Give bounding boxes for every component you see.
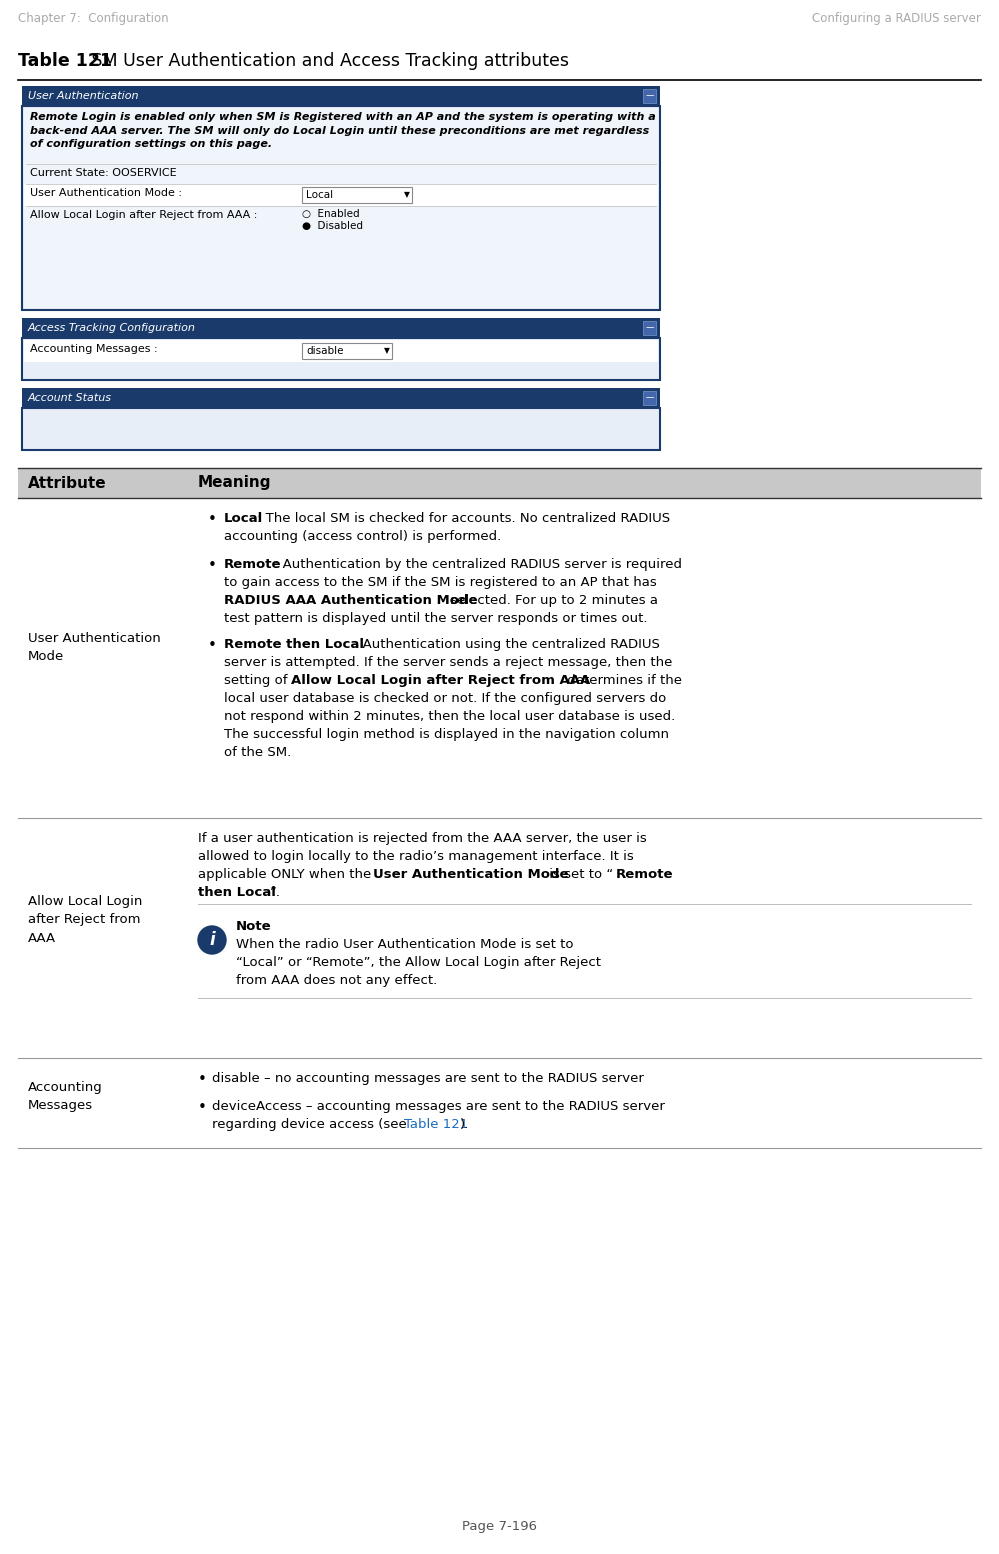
FancyBboxPatch shape [302, 343, 392, 359]
FancyBboxPatch shape [22, 339, 660, 381]
Text: •: • [208, 511, 217, 527]
Text: Chapter 7:  Configuration: Chapter 7: Configuration [18, 12, 169, 25]
Text: disable: disable [306, 347, 344, 356]
Text: Configuring a RADIUS server: Configuring a RADIUS server [812, 12, 981, 25]
FancyBboxPatch shape [643, 322, 656, 336]
Text: server is attempted. If the server sends a reject message, then the: server is attempted. If the server sends… [224, 656, 672, 670]
Text: •: • [198, 1100, 207, 1116]
Text: determines if the: determines if the [563, 674, 682, 687]
Text: User Authentication Mode: User Authentication Mode [373, 869, 568, 881]
Text: to gain access to the SM if the SM is registered to an AP that has: to gain access to the SM if the SM is re… [224, 577, 656, 589]
Text: selected. For up to 2 minutes a: selected. For up to 2 minutes a [446, 594, 658, 608]
Text: Local: Local [306, 190, 333, 200]
Text: Allow Local Login
after Reject from
AAA: Allow Local Login after Reject from AAA [28, 895, 143, 945]
Text: SM User Authentication and Access Tracking attributes: SM User Authentication and Access Tracki… [86, 51, 569, 70]
Text: •: • [208, 639, 217, 653]
Text: •: • [208, 558, 217, 573]
Text: If a user authentication is rejected from the AAA server, the user is: If a user authentication is rejected fro… [198, 831, 646, 845]
Text: Meaning: Meaning [198, 476, 272, 491]
Text: The successful login method is displayed in the navigation column: The successful login method is displayed… [224, 727, 669, 741]
Text: Accounting
Messages: Accounting Messages [28, 1082, 103, 1113]
Text: Account Status: Account Status [28, 393, 112, 402]
Text: : Authentication by the centralized RADIUS server is required: : Authentication by the centralized RADI… [274, 558, 682, 570]
FancyBboxPatch shape [24, 107, 658, 308]
Text: •: • [198, 1072, 207, 1086]
Text: —: — [645, 323, 653, 333]
Text: ▼: ▼ [384, 347, 390, 356]
Text: Remote then Local: Remote then Local [224, 639, 364, 651]
Text: Note: Note [236, 920, 272, 932]
Text: Local: Local [224, 511, 264, 525]
Text: Table 121: Table 121 [404, 1117, 469, 1131]
Text: : The local SM is checked for accounts. No centralized RADIUS: : The local SM is checked for accounts. … [257, 511, 670, 525]
Text: regarding device access (see: regarding device access (see [212, 1117, 411, 1131]
Text: Access Tracking Configuration: Access Tracking Configuration [28, 323, 196, 333]
Text: —: — [645, 92, 653, 101]
Text: then Local: then Local [198, 886, 276, 900]
Text: —: — [645, 393, 653, 402]
Text: ).: ). [460, 1117, 470, 1131]
Text: User Authentication
Mode: User Authentication Mode [28, 632, 161, 664]
Text: i: i [209, 931, 215, 949]
Text: Current State: OOSERVICE: Current State: OOSERVICE [30, 168, 177, 179]
Text: Remote Login is enabled only when SM is Registered with an AP and the system is : Remote Login is enabled only when SM is … [30, 112, 655, 149]
Text: deviceAccess – accounting messages are sent to the RADIUS server: deviceAccess – accounting messages are s… [212, 1100, 665, 1113]
Text: from AAA does not any effect.: from AAA does not any effect. [236, 974, 438, 987]
Text: Table 121: Table 121 [18, 51, 112, 70]
Text: Attribute: Attribute [28, 476, 107, 491]
Text: When the radio User Authentication Mode is set to: When the radio User Authentication Mode … [236, 939, 573, 951]
FancyBboxPatch shape [643, 392, 656, 406]
FancyBboxPatch shape [22, 388, 660, 409]
Text: ○  Enabled: ○ Enabled [302, 208, 360, 219]
FancyBboxPatch shape [22, 319, 660, 339]
Text: accounting (access control) is performed.: accounting (access control) is performed… [224, 530, 501, 542]
FancyBboxPatch shape [24, 183, 658, 207]
FancyBboxPatch shape [22, 85, 660, 106]
Text: Allow Local Login after Reject from AAA :: Allow Local Login after Reject from AAA … [30, 210, 258, 221]
FancyBboxPatch shape [22, 106, 660, 309]
FancyBboxPatch shape [18, 468, 981, 497]
Text: User Authentication: User Authentication [28, 92, 139, 101]
Text: Remote: Remote [616, 869, 673, 881]
Text: RADIUS AAA Authentication Mode: RADIUS AAA Authentication Mode [224, 594, 478, 608]
FancyBboxPatch shape [24, 340, 658, 362]
FancyBboxPatch shape [643, 89, 656, 103]
Text: Accounting Messages :: Accounting Messages : [30, 343, 158, 354]
Text: Allow Local Login after Reject from AAA: Allow Local Login after Reject from AAA [291, 674, 590, 687]
Text: User Authentication Mode :: User Authentication Mode : [30, 188, 182, 197]
Text: Remote: Remote [224, 558, 282, 570]
Text: allowed to login locally to the radio’s management interface. It is: allowed to login locally to the radio’s … [198, 850, 633, 862]
FancyBboxPatch shape [302, 186, 412, 204]
Text: is set to “: is set to “ [545, 869, 613, 881]
Text: test pattern is displayed until the server responds or times out.: test pattern is displayed until the serv… [224, 612, 647, 625]
Text: : Authentication using the centralized RADIUS: : Authentication using the centralized R… [354, 639, 660, 651]
Circle shape [198, 926, 226, 954]
Text: Page 7-196: Page 7-196 [462, 1520, 536, 1532]
Text: not respond within 2 minutes, then the local user database is used.: not respond within 2 minutes, then the l… [224, 710, 675, 723]
Text: of the SM.: of the SM. [224, 746, 292, 758]
Text: ●  Disabled: ● Disabled [302, 221, 363, 232]
FancyBboxPatch shape [22, 409, 660, 451]
Text: disable – no accounting messages are sent to the RADIUS server: disable – no accounting messages are sen… [212, 1072, 644, 1085]
Text: applicable ONLY when the: applicable ONLY when the [198, 869, 376, 881]
Text: “Local” or “Remote”, the Allow Local Login after Reject: “Local” or “Remote”, the Allow Local Log… [236, 956, 601, 970]
Text: setting of: setting of [224, 674, 292, 687]
Text: ”.: ”. [270, 886, 281, 900]
Text: ▼: ▼ [404, 191, 410, 199]
Text: local user database is checked or not. If the configured servers do: local user database is checked or not. I… [224, 692, 666, 706]
